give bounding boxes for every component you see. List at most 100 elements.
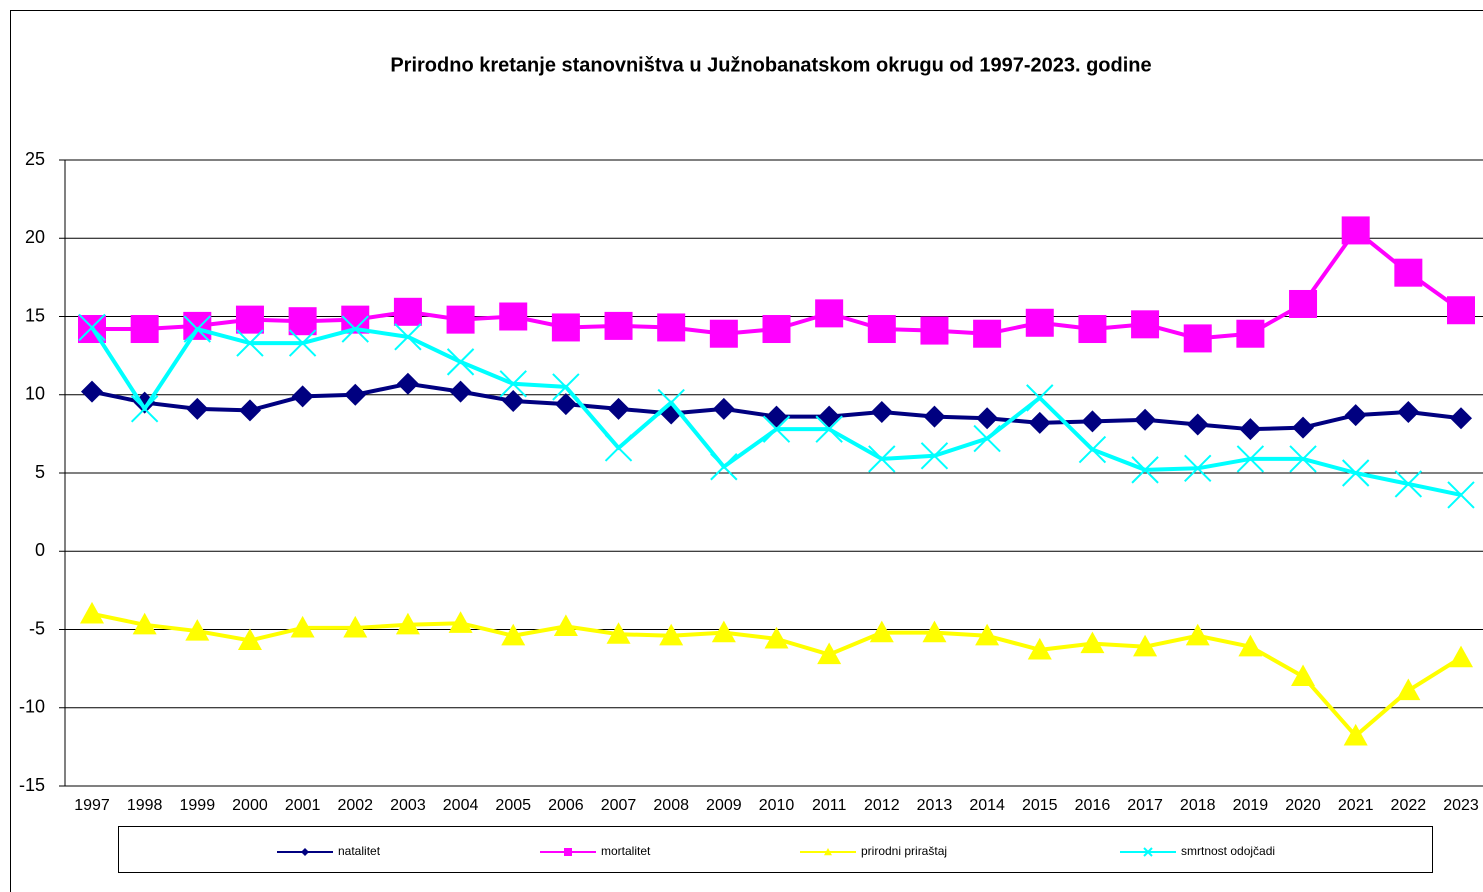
data-point [922, 620, 947, 643]
data-point [1025, 308, 1054, 337]
data-point [1397, 400, 1420, 423]
x-tick-label: 1999 [180, 797, 216, 814]
data-point [237, 628, 262, 651]
data-point [132, 612, 157, 635]
data-point [1447, 296, 1475, 325]
data-point [449, 380, 472, 403]
data-point [818, 405, 841, 428]
data-point [1078, 315, 1107, 344]
x-tick-label: 2015 [1022, 797, 1058, 814]
data-point [1183, 324, 1212, 353]
legend-label: natalitet [338, 844, 381, 858]
legend-label: mortalitet [601, 844, 651, 858]
data-point [78, 313, 106, 342]
data-point [499, 302, 528, 331]
data-point [394, 323, 422, 351]
data-point [710, 453, 738, 481]
x-tick-label: 2018 [1180, 797, 1216, 814]
x-tick-label: 2014 [969, 797, 1005, 814]
data-point [817, 642, 842, 665]
data-point [183, 311, 212, 340]
data-point [80, 601, 104, 624]
data-point [502, 390, 525, 413]
data-point [1450, 407, 1472, 430]
x-tick-label: 2010 [759, 797, 795, 814]
data-point [1134, 408, 1157, 431]
data-point [657, 313, 686, 342]
data-point [291, 385, 314, 408]
x-tick-label: 2006 [548, 797, 584, 814]
legend-marker [1143, 847, 1153, 857]
chart-title: Prirodno kretanje stanovništva u Južnoba… [390, 54, 1151, 76]
data-point [183, 315, 212, 343]
y-tick-label: 10 [25, 384, 45, 404]
data-point [185, 619, 210, 641]
data-point [1186, 413, 1209, 436]
x-tick-label: 2016 [1075, 797, 1111, 814]
data-point [709, 319, 738, 348]
x-tick-label: 2004 [443, 797, 479, 814]
data-point [1449, 645, 1473, 668]
x-tick-label: 2002 [337, 797, 373, 814]
data-point [1341, 459, 1370, 487]
y-tick-label: 0 [35, 540, 45, 560]
data-point [1131, 456, 1159, 484]
x-tick-label: 2020 [1285, 797, 1321, 814]
x-tick-label: 2019 [1233, 797, 1269, 814]
data-point [604, 311, 633, 340]
data-point [764, 626, 789, 649]
data-point [1289, 445, 1317, 473]
x-tick-label: 1998 [127, 797, 163, 814]
x-tick-label: 2013 [917, 797, 953, 814]
data-point [1133, 634, 1158, 657]
data-point [1289, 289, 1318, 318]
data-point [288, 329, 317, 357]
data-point [396, 372, 419, 395]
data-point [448, 611, 473, 633]
data-point [1239, 418, 1262, 441]
x-tick-label: 2003 [390, 797, 426, 814]
data-point [1081, 410, 1104, 433]
data-point [1394, 258, 1423, 287]
x-tick-label: 2022 [1391, 797, 1427, 814]
y-tick-label: -5 [29, 618, 45, 638]
legend-label: prirodni priraštaj [861, 844, 947, 858]
data-point [604, 434, 633, 462]
data-point [341, 315, 369, 343]
y-tick-label: 20 [25, 227, 45, 247]
x-tick-label: 2023 [1443, 797, 1479, 814]
data-point [395, 612, 420, 635]
data-point [1078, 435, 1107, 464]
data-point [81, 380, 103, 403]
data-point [815, 299, 844, 328]
data-point [1341, 216, 1370, 245]
data-point [553, 614, 578, 636]
data-point [1236, 445, 1265, 473]
data-point [343, 615, 368, 638]
x-tick-label: 2012 [864, 797, 900, 814]
data-point [130, 395, 159, 423]
y-tick-label: 15 [25, 305, 45, 325]
data-point [1291, 664, 1316, 687]
data-point [344, 383, 367, 406]
data-point [235, 305, 264, 334]
data-point [130, 315, 159, 344]
data-point [920, 316, 949, 345]
data-point [867, 315, 896, 344]
legend-box [118, 826, 1433, 873]
data-point [815, 415, 843, 443]
data-point [1131, 310, 1160, 339]
data-point [762, 415, 791, 443]
x-tick-label: 2009 [706, 797, 742, 814]
y-tick-label: 25 [25, 149, 45, 169]
data-point [1026, 384, 1054, 412]
data-point [551, 313, 580, 342]
data-point [393, 297, 422, 326]
x-tick-label: 2011 [812, 797, 847, 814]
x-tick-label: 2001 [285, 797, 321, 814]
data-point [1396, 678, 1421, 701]
data-point [238, 399, 261, 422]
legend-marker [564, 848, 572, 856]
data-point [765, 405, 788, 428]
